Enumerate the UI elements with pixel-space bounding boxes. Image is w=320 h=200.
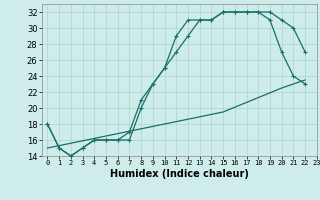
X-axis label: Humidex (Indice chaleur): Humidex (Indice chaleur) <box>110 169 249 179</box>
